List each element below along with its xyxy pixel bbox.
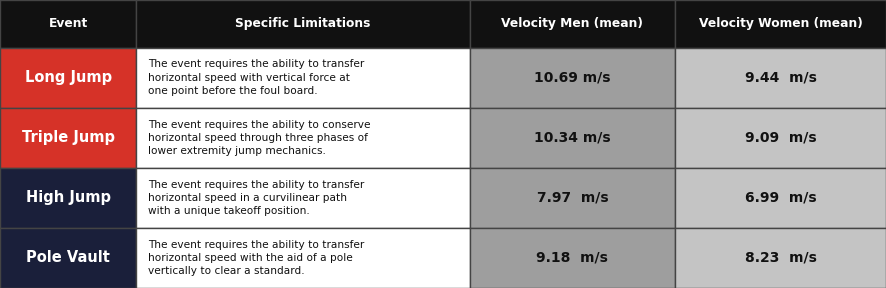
Bar [675, 228, 886, 288]
Text: The event requires the ability to transfer
horizontal speed with vertical force : The event requires the ability to transf… [148, 59, 364, 96]
Text: 9.44  m/s: 9.44 m/s [744, 71, 817, 85]
Bar [675, 108, 886, 168]
Text: Triple Jump: Triple Jump [22, 130, 114, 145]
Text: 6.99  m/s: 6.99 m/s [745, 191, 816, 205]
Bar [0, 228, 136, 288]
Bar [136, 168, 470, 228]
Text: 10.34 m/s: 10.34 m/s [534, 131, 610, 145]
Text: 8.23  m/s: 8.23 m/s [744, 251, 817, 265]
Text: The event requires the ability to conserve
horizontal speed through three phases: The event requires the ability to conser… [148, 120, 370, 156]
Bar [136, 0, 470, 48]
Text: Long Jump: Long Jump [25, 70, 112, 85]
Text: High Jump: High Jump [26, 190, 111, 205]
Bar [675, 0, 886, 48]
Bar [0, 0, 136, 48]
Bar [0, 108, 136, 168]
Text: The event requires the ability to transfer
horizontal speed in a curvilinear pat: The event requires the ability to transf… [148, 180, 364, 216]
Text: Pole Vault: Pole Vault [27, 251, 110, 266]
Bar [0, 168, 136, 228]
Text: Velocity Women (mean): Velocity Women (mean) [699, 17, 862, 30]
Bar [136, 228, 470, 288]
Text: Specific Limitations: Specific Limitations [236, 17, 370, 30]
Bar [470, 48, 675, 108]
Text: 9.18  m/s: 9.18 m/s [536, 251, 609, 265]
Bar [470, 228, 675, 288]
Bar [136, 48, 470, 108]
Bar [470, 168, 675, 228]
Bar [470, 108, 675, 168]
Text: The event requires the ability to transfer
horizontal speed with the aid of a po: The event requires the ability to transf… [148, 240, 364, 276]
Bar [0, 48, 136, 108]
Text: 9.09  m/s: 9.09 m/s [745, 131, 816, 145]
Text: Event: Event [49, 17, 88, 30]
Bar [675, 48, 886, 108]
Text: Velocity Men (mean): Velocity Men (mean) [501, 17, 643, 30]
Text: 7.97  m/s: 7.97 m/s [537, 191, 608, 205]
Bar [136, 108, 470, 168]
Bar [470, 0, 675, 48]
Bar [675, 168, 886, 228]
Text: 10.69 m/s: 10.69 m/s [534, 71, 610, 85]
